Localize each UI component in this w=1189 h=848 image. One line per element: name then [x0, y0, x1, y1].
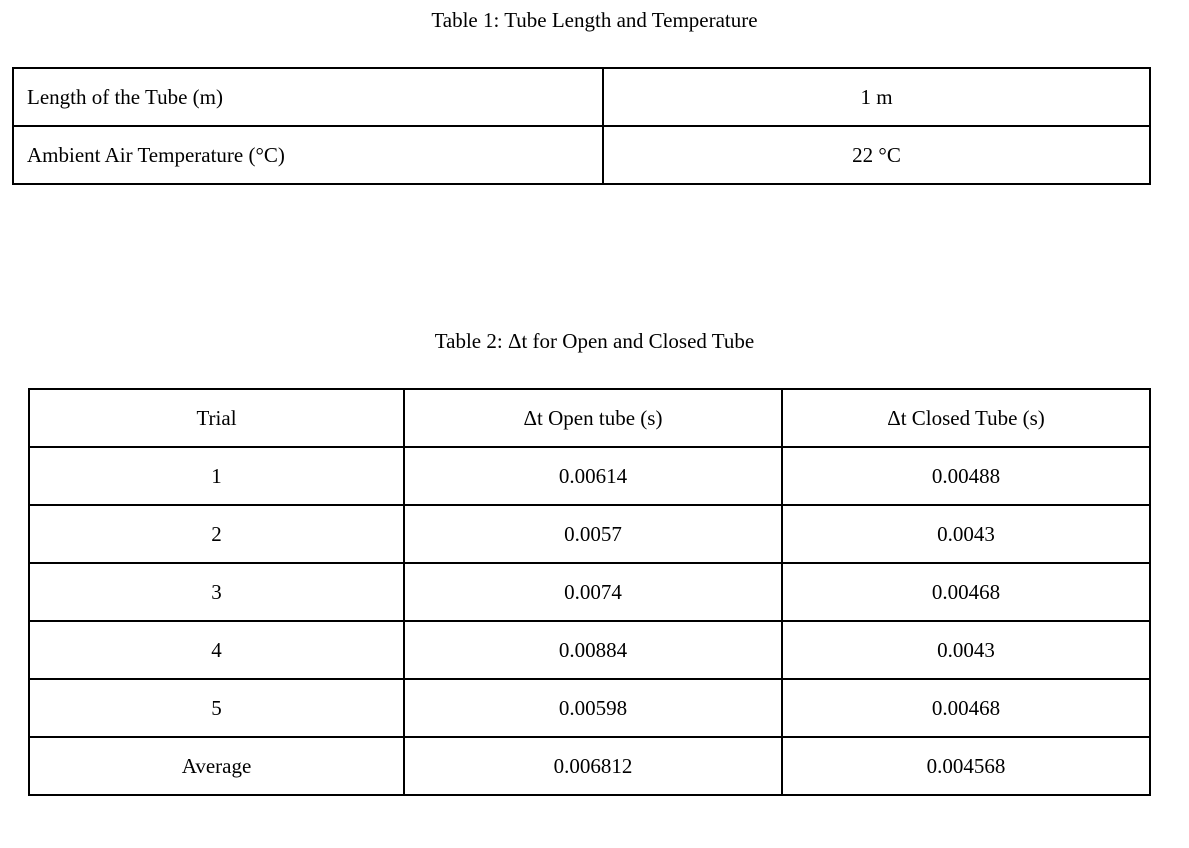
- average-label-cell: Average: [28, 736, 405, 796]
- trial-cell: 5: [28, 678, 405, 738]
- column-header-closed-tube: Δt Closed Tube (s): [781, 388, 1151, 448]
- open-tube-cell: 0.0074: [403, 562, 783, 622]
- table1-row-label: Length of the Tube (m): [12, 67, 604, 127]
- open-tube-cell: 0.00614: [403, 446, 783, 506]
- trial-cell: 1: [28, 446, 405, 506]
- table-row: 4 0.00884 0.0043: [28, 620, 1151, 680]
- table-row: Ambient Air Temperature (°C) 22 °C: [12, 125, 1151, 185]
- column-header-open-tube: Δt Open tube (s): [403, 388, 783, 448]
- trial-cell: 3: [28, 562, 405, 622]
- table-row: Average 0.006812 0.004568: [28, 736, 1151, 796]
- table2: Trial Δt Open tube (s) Δt Closed Tube (s…: [28, 388, 1151, 796]
- open-tube-average-cell: 0.006812: [403, 736, 783, 796]
- closed-tube-cell: 0.0043: [781, 620, 1151, 680]
- trial-cell: 2: [28, 504, 405, 564]
- closed-tube-cell: 0.00488: [781, 446, 1151, 506]
- table1-title: Table 1: Tube Length and Temperature: [431, 8, 758, 32]
- column-header-trial: Trial: [28, 388, 405, 448]
- table-row: 5 0.00598 0.00468: [28, 678, 1151, 738]
- table-row: Length of the Tube (m) 1 m: [12, 67, 1151, 127]
- table-row: 2 0.0057 0.0043: [28, 504, 1151, 564]
- table-row: 3 0.0074 0.00468: [28, 562, 1151, 622]
- trial-cell: 4: [28, 620, 405, 680]
- open-tube-cell: 0.00884: [403, 620, 783, 680]
- table1-row-value: 1 m: [602, 67, 1151, 127]
- table1: Length of the Tube (m) 1 m Ambient Air T…: [12, 67, 1151, 185]
- closed-tube-cell: 0.00468: [781, 678, 1151, 738]
- table1-row-label: Ambient Air Temperature (°C): [12, 125, 604, 185]
- table2-title: Table 2: Δt for Open and Closed Tube: [434, 329, 755, 353]
- table1-row-value: 22 °C: [602, 125, 1151, 185]
- table-row: 1 0.00614 0.00488: [28, 446, 1151, 506]
- open-tube-cell: 0.00598: [403, 678, 783, 738]
- closed-tube-cell: 0.00468: [781, 562, 1151, 622]
- open-tube-cell: 0.0057: [403, 504, 783, 564]
- closed-tube-average-cell: 0.004568: [781, 736, 1151, 796]
- closed-tube-cell: 0.0043: [781, 504, 1151, 564]
- table-header-row: Trial Δt Open tube (s) Δt Closed Tube (s…: [28, 388, 1151, 448]
